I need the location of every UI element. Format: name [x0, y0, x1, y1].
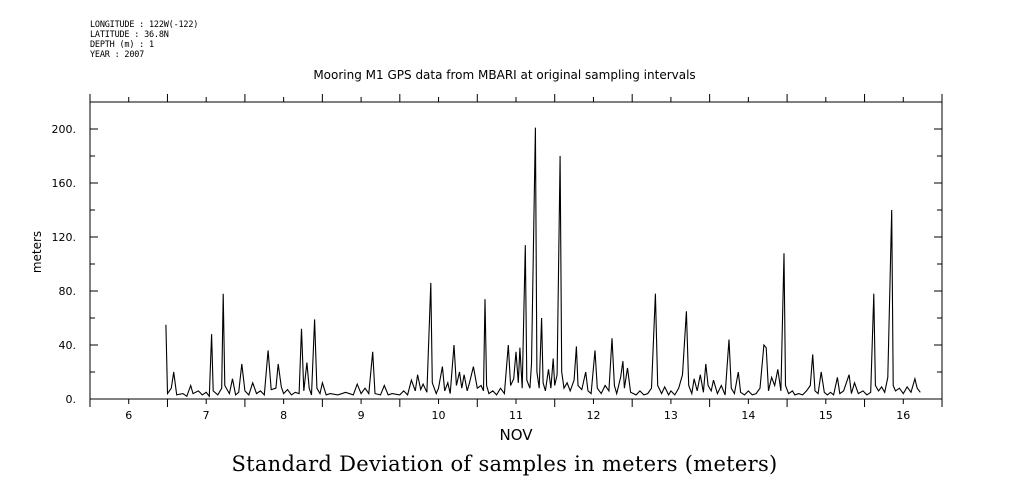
series-line: [165, 127, 921, 398]
latitude-text: LATITUDE : 36.8N: [90, 30, 169, 40]
x-tick-label: 10: [432, 409, 446, 422]
depth-text: DEPTH (m) : 1: [90, 40, 154, 50]
y-tick-label: 200.: [52, 123, 77, 136]
year-text: YEAR : 2007: [90, 50, 145, 60]
x-tick-label: 9: [358, 409, 365, 422]
y-tick-label: 80.: [59, 285, 77, 298]
metadata-block: LONGITUDE : 122W(-122) LATITUDE : 36.8N …: [90, 20, 198, 60]
x-tick-label: 14: [741, 409, 755, 422]
x-tick-label: 13: [664, 409, 678, 422]
x-tick-label: 12: [586, 409, 600, 422]
x-tick-label: 8: [280, 409, 287, 422]
y-tick-label: 120.: [52, 231, 77, 244]
chart-title: Mooring M1 GPS data from MBARI at origin…: [313, 68, 696, 82]
x-axis: 6 7 8 9 10 11 12 13 14 15 16: [89, 94, 943, 422]
x-tick-label: 11: [509, 409, 523, 422]
series-group: [165, 127, 921, 398]
y-tick-label: 40.: [59, 339, 77, 352]
x-tick-label: 7: [203, 409, 210, 422]
x-tick-label: 16: [896, 409, 910, 422]
y-tick-label: 160.: [52, 177, 77, 190]
longitude-text: LONGITUDE : 122W(-122): [90, 20, 199, 30]
bottom-caption: Standard Deviation of samples in meters …: [231, 452, 778, 476]
y-tick-label: 0.: [66, 393, 77, 406]
x-tick-label: 15: [819, 409, 833, 422]
y-axis: 0. 40. 80. 120. 160. 200.: [52, 101, 942, 406]
x-axis-label: NOV: [499, 426, 533, 444]
x-tick-label: 6: [125, 409, 132, 422]
y-axis-label: meters: [30, 231, 44, 273]
